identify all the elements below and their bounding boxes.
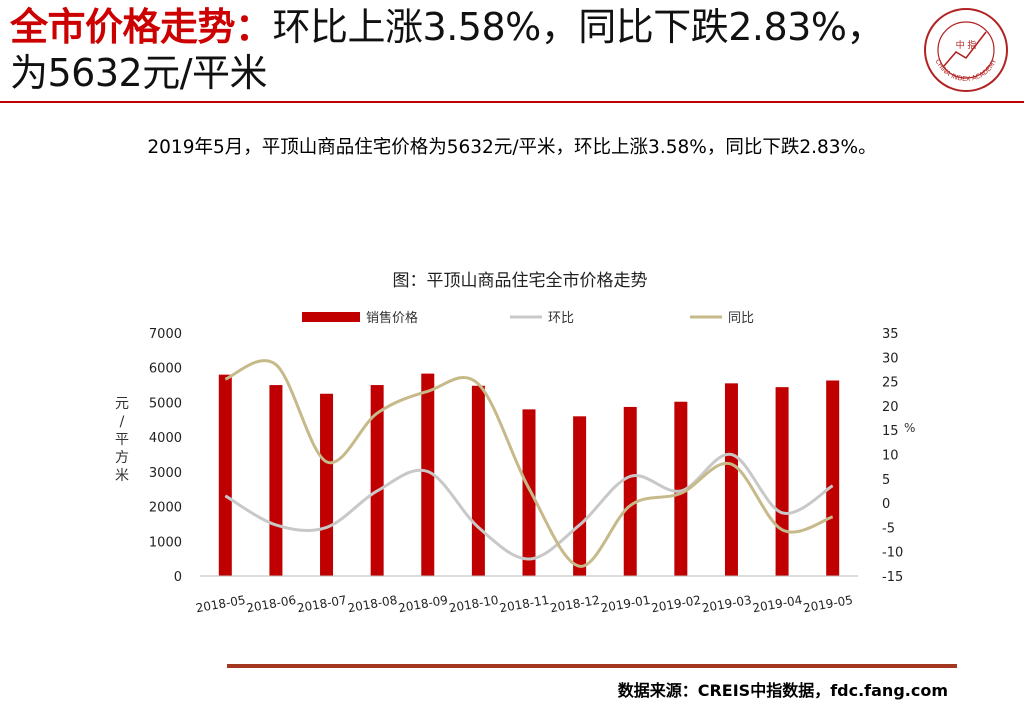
x-tick-label: 2018-06 <box>245 593 297 615</box>
price-bar <box>218 374 232 576</box>
y-left-axis-label: 元/平方米 <box>115 396 129 484</box>
y-left-tick-label: 5000 <box>149 396 182 411</box>
x-tick-label: 2018-07 <box>296 593 348 615</box>
x-tick-label: 2019-02 <box>650 593 702 615</box>
bar-series <box>200 373 858 577</box>
data-source: 数据来源：CREIS中指数据，fdc.fang.com <box>617 681 948 700</box>
y-right-tick-label: 20 <box>882 400 899 415</box>
price-bar <box>775 387 789 576</box>
price-bar <box>421 373 435 576</box>
footer-divider <box>227 664 957 668</box>
y-right-axis-label: % <box>904 421 915 435</box>
y-left-tick-label: 6000 <box>149 362 182 377</box>
line-series <box>224 359 834 568</box>
x-tick-label: 2018-05 <box>195 593 247 615</box>
price-bar <box>573 416 587 576</box>
slide-title-lead: 全市价格走势： <box>10 5 273 49</box>
x-tick-label: 2018-10 <box>448 593 500 615</box>
legend-yoy-label: 同比 <box>728 311 754 326</box>
y-left-tick-label: 4000 <box>149 431 182 446</box>
price-bar <box>522 409 536 576</box>
y-left-tick-label: 3000 <box>149 466 182 481</box>
title-divider <box>0 101 1024 103</box>
price-bar <box>674 401 688 576</box>
y-right-tick-label: 35 <box>882 327 899 342</box>
y-left-tick-label: 7000 <box>149 327 182 342</box>
y-right-tick-label: -5 <box>882 521 895 536</box>
y-right-tick-label: -15 <box>882 570 903 585</box>
chart-legend: 销售价格 环比 同比 <box>302 310 754 326</box>
x-tick-label: 2019-01 <box>600 593 652 615</box>
y-left-tick-label: 1000 <box>149 535 182 550</box>
y-right-tick-label: 15 <box>882 424 899 439</box>
y-left-tick-label: 0 <box>174 570 182 585</box>
price-bar <box>370 385 384 576</box>
x-tick-label: 2019-05 <box>802 593 854 615</box>
price-bar <box>826 380 840 576</box>
y-axis-right: -15 -10 -5 0 5 10 15 20 25 30 35% <box>882 327 915 585</box>
legend-price-label: 销售价格 <box>366 310 418 326</box>
svg-text:CHINA INDEX ACADEMY: CHINA INDEX ACADEMY <box>934 58 999 83</box>
price-bar <box>623 406 637 576</box>
x-tick-label: 2019-04 <box>751 593 803 615</box>
chart-title: 图：平顶山商品住宅全市价格走势 <box>393 271 648 291</box>
y-right-tick-label: -10 <box>882 546 903 561</box>
y-right-tick-label: 10 <box>882 449 899 464</box>
slide-title-rest: 环比上涨3.58%，同比下跌2.83%，为5632元/平米 <box>10 5 884 95</box>
price-trend-chart: 图：平顶山商品住宅全市价格走势 销售价格 环比 同比 0 1000 2000 3000 40… <box>115 271 915 615</box>
y-right-tick-label: 5 <box>882 473 890 488</box>
price-bar <box>471 385 485 576</box>
legend-mom-label: 环比 <box>548 311 574 326</box>
price-bar <box>320 393 334 576</box>
slide-title: 全市价格走势：环比上涨3.58%，同比下跌2.83%，为5632元/平米 <box>10 4 910 96</box>
price-bar <box>724 383 738 576</box>
x-tick-label: 2019-03 <box>701 593 753 615</box>
china-index-academy-logo: 中 指 CHINA INDEX ACADEMY <box>922 6 1010 94</box>
svg-text:中 指: 中 指 <box>956 39 977 51</box>
y-right-tick-label: 25 <box>882 376 899 391</box>
price-bar <box>269 385 283 576</box>
legend-price-swatch <box>302 312 360 322</box>
x-tick-label: 2018-08 <box>347 593 399 615</box>
y-left-tick-label: 2000 <box>149 501 182 516</box>
y-right-tick-label: 30 <box>882 351 899 366</box>
x-tick-label: 2018-09 <box>397 593 449 615</box>
y-axis-left: 0 1000 2000 3000 4000 5000 6000 7000 元/平方米 <box>115 327 182 585</box>
yoy-line <box>224 359 834 568</box>
x-tick-label: 2018-11 <box>498 593 550 615</box>
x-tick-label: 2018-12 <box>549 593 601 615</box>
mom-line <box>224 452 834 561</box>
x-axis: 2018-052018-062018-072018-082018-092018-… <box>195 593 854 615</box>
summary-text: 2019年5月，平顶山商品住宅价格为5632元/平米，环比上涨3.58%，同比下… <box>147 137 877 158</box>
y-right-tick-label: 0 <box>882 497 890 512</box>
